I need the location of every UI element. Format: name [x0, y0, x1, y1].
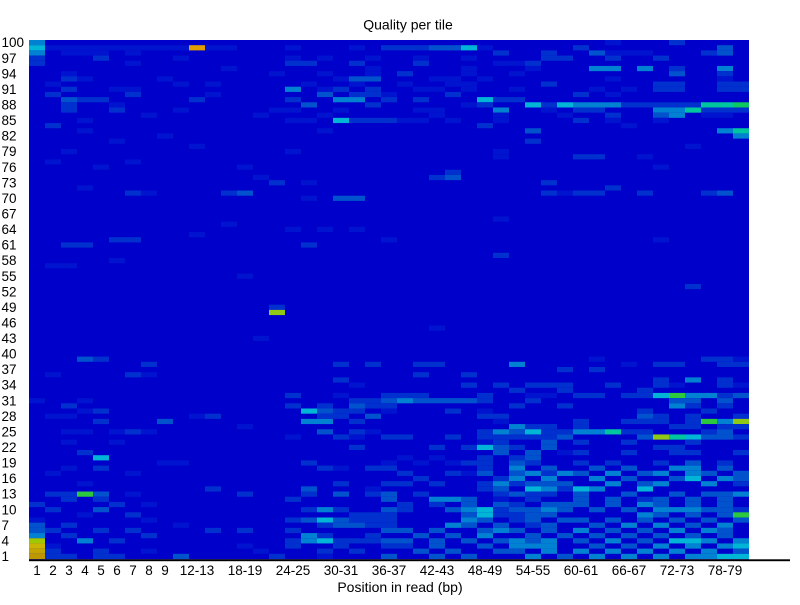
svg-text:78-79: 78-79 — [708, 563, 743, 578]
svg-text:36-37: 36-37 — [372, 563, 407, 578]
svg-text:19: 19 — [2, 456, 17, 471]
svg-text:13: 13 — [2, 487, 17, 502]
svg-text:55: 55 — [2, 269, 17, 284]
svg-text:94: 94 — [2, 66, 18, 81]
svg-text:24-25: 24-25 — [276, 563, 311, 578]
svg-text:10: 10 — [2, 502, 17, 517]
svg-text:58: 58 — [2, 253, 17, 268]
svg-text:Quality per tile: Quality per tile — [363, 17, 453, 33]
svg-text:88: 88 — [2, 97, 17, 112]
svg-text:18-19: 18-19 — [228, 563, 263, 578]
svg-text:66-67: 66-67 — [612, 563, 647, 578]
svg-text:1: 1 — [2, 549, 10, 564]
svg-text:49: 49 — [2, 300, 17, 315]
svg-text:31: 31 — [2, 393, 17, 408]
svg-text:4: 4 — [2, 533, 10, 548]
svg-text:42-43: 42-43 — [420, 563, 455, 578]
svg-text:97: 97 — [2, 51, 17, 66]
svg-text:22: 22 — [2, 440, 17, 455]
svg-text:64: 64 — [2, 222, 18, 237]
svg-text:4: 4 — [81, 563, 89, 578]
svg-text:37: 37 — [2, 362, 17, 377]
svg-text:7: 7 — [2, 518, 10, 533]
svg-text:60-61: 60-61 — [564, 563, 599, 578]
svg-text:9: 9 — [161, 563, 169, 578]
svg-text:28: 28 — [2, 409, 17, 424]
svg-text:73: 73 — [2, 175, 17, 190]
svg-text:30-31: 30-31 — [324, 563, 359, 578]
svg-text:85: 85 — [2, 113, 17, 128]
svg-text:54-55: 54-55 — [516, 563, 551, 578]
svg-text:100: 100 — [2, 35, 25, 50]
svg-text:52: 52 — [2, 284, 17, 299]
svg-text:7: 7 — [129, 563, 137, 578]
svg-text:72-73: 72-73 — [660, 563, 695, 578]
svg-text:Position in read (bp): Position in read (bp) — [337, 579, 462, 595]
svg-text:46: 46 — [2, 315, 17, 330]
svg-text:16: 16 — [2, 471, 17, 486]
svg-text:76: 76 — [2, 160, 17, 175]
svg-text:67: 67 — [2, 206, 17, 221]
svg-text:40: 40 — [2, 347, 17, 362]
svg-text:3: 3 — [65, 563, 73, 578]
svg-text:82: 82 — [2, 129, 17, 144]
svg-text:6: 6 — [113, 563, 121, 578]
svg-text:34: 34 — [2, 378, 18, 393]
svg-text:48-49: 48-49 — [468, 563, 503, 578]
svg-text:91: 91 — [2, 82, 17, 97]
svg-text:70: 70 — [2, 191, 17, 206]
svg-text:2: 2 — [49, 563, 57, 578]
svg-text:12-13: 12-13 — [180, 563, 215, 578]
svg-text:5: 5 — [97, 563, 105, 578]
svg-text:43: 43 — [2, 331, 17, 346]
svg-text:1: 1 — [33, 563, 41, 578]
svg-text:79: 79 — [2, 144, 17, 159]
svg-text:8: 8 — [145, 563, 153, 578]
svg-text:61: 61 — [2, 238, 17, 253]
svg-text:25: 25 — [2, 424, 17, 439]
